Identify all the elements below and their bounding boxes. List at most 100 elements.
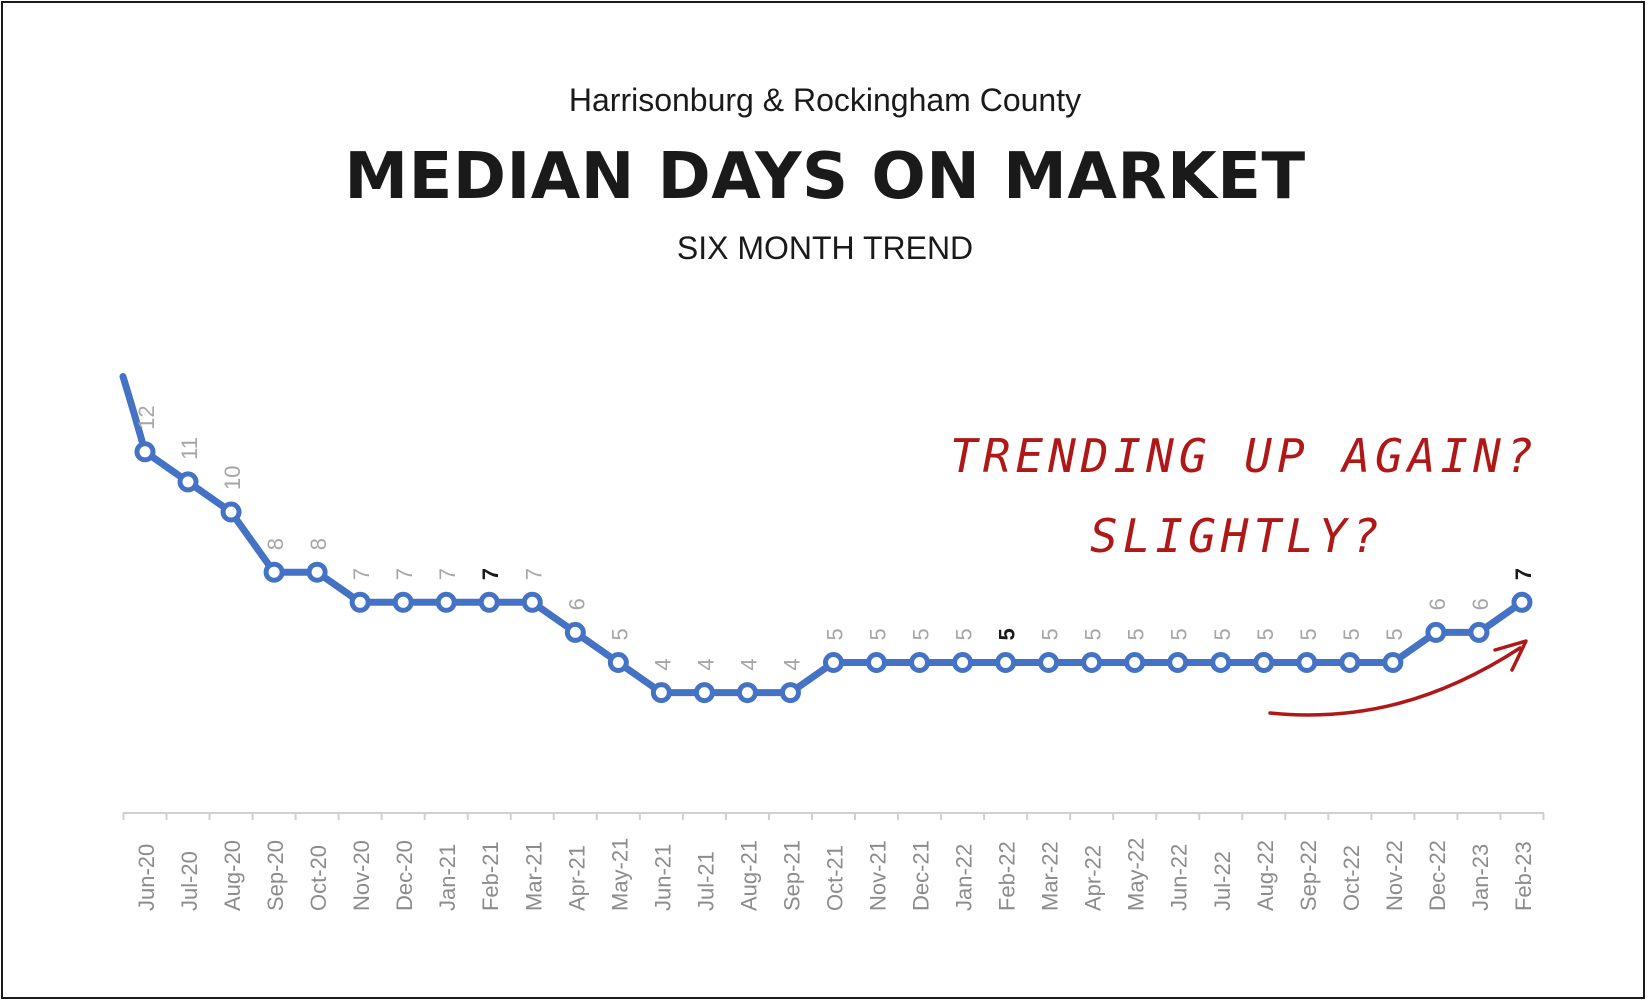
data-label: 5 — [1296, 628, 1321, 640]
data-point — [1253, 652, 1275, 673]
x-tick-label: May-21 — [607, 838, 632, 911]
data-label: 6 — [1468, 598, 1493, 610]
trend-arrow-head-icon — [1493, 639, 1528, 672]
annotation-line-1: TRENDING UP AGAIN? — [950, 429, 1539, 483]
data-label: 5 — [1253, 628, 1278, 640]
chart-title: MEDIAN DAYS ON MARKET — [344, 140, 1306, 214]
x-tick-label: Nov-21 — [866, 840, 891, 911]
data-point — [521, 591, 543, 613]
data-point — [134, 441, 156, 463]
x-tick-label: Dec-21 — [909, 840, 934, 911]
chart-subtitle: Harrisonburg & Rockingham County — [568, 82, 1082, 118]
x-tick-labels: Jun-20 Jul-20 Aug-20 Sep-20 Oct-20 Nov-20 Dec-… — [134, 838, 1536, 911]
data-label: 7 — [1511, 568, 1536, 580]
data-label: 7 — [435, 568, 460, 580]
x-tick-label: Jul-21 — [693, 851, 718, 911]
x-tick-label: Sep-22 — [1296, 840, 1321, 911]
x-tick-label: Mar-22 — [1038, 841, 1063, 911]
data-point — [866, 652, 888, 673]
x-tick-label: Jun-21 — [650, 844, 675, 911]
trend-arrow-curve — [1268, 646, 1522, 717]
data-point — [392, 591, 414, 613]
data-label: 8 — [263, 538, 288, 550]
x-tick-label: Feb-22 — [995, 841, 1020, 911]
x-tick-label: Jan-22 — [952, 844, 977, 911]
data-label: 5 — [607, 628, 632, 640]
data-point — [177, 471, 199, 493]
data-point — [1511, 591, 1533, 613]
data-point — [952, 652, 974, 673]
data-label: 5 — [952, 628, 977, 640]
data-label: 5 — [1382, 628, 1407, 640]
x-tick-label: Jul-22 — [1210, 851, 1235, 911]
chart-caption: SIX MONTH TREND — [676, 230, 974, 266]
x-tick-label: Oct-21 — [822, 845, 847, 911]
data-label: 7 — [392, 568, 417, 580]
data-point — [1382, 652, 1404, 673]
x-tick-label: Jul-20 — [177, 851, 202, 911]
x-tick-label: Oct-20 — [306, 845, 331, 911]
x-tick-label: Nov-22 — [1382, 840, 1407, 911]
data-point — [478, 591, 500, 613]
data-point — [1425, 621, 1447, 643]
x-tick-label: Sep-21 — [779, 840, 804, 911]
data-point — [909, 652, 931, 673]
data-point — [306, 561, 328, 583]
data-point — [349, 591, 371, 613]
data-point — [1468, 621, 1490, 643]
data-label: 7 — [349, 568, 374, 580]
data-point — [1210, 652, 1232, 673]
data-point — [822, 652, 844, 673]
annotation-line-2: SLIGHTLY? — [1090, 509, 1384, 563]
data-label: 5 — [1339, 628, 1364, 640]
x-axis — [122, 812, 1545, 820]
data-point — [1296, 652, 1318, 673]
x-tick-label: Feb-23 — [1511, 841, 1536, 911]
data-point — [1038, 652, 1060, 673]
data-point — [607, 652, 629, 673]
handwritten-annotation: TRENDING UP AGAIN? SLIGHTLY? — [950, 429, 1539, 717]
x-tick-label: Mar-21 — [521, 841, 546, 911]
x-tick-label: Aug-21 — [736, 840, 761, 911]
data-label: 5 — [822, 628, 847, 640]
data-label: 5 — [995, 628, 1020, 640]
data-point — [220, 501, 242, 523]
x-tick-label: Dec-22 — [1425, 840, 1450, 911]
data-label: 4 — [650, 658, 675, 670]
x-tick-label: Sep-20 — [263, 840, 288, 911]
x-tick-label: Nov-20 — [349, 840, 374, 911]
data-label: 10 — [220, 466, 245, 490]
x-tick-label: Apr-22 — [1081, 845, 1106, 911]
data-label: 5 — [1038, 628, 1063, 640]
data-labels: 12 11 10 8 8 7 7 7 7 7 6 5 4 4 4 4 5 5 5 5 5 5 5 5 5 5 5 5 5 5 6 6 7 — [134, 405, 1536, 670]
data-point — [1167, 652, 1189, 673]
data-points — [134, 441, 1533, 704]
data-point — [736, 682, 758, 704]
x-tick-label: Jun-20 — [134, 844, 159, 911]
x-tick-label: Aug-22 — [1253, 840, 1278, 911]
data-point — [263, 561, 285, 583]
x-tick-label: Jan-23 — [1468, 844, 1493, 911]
data-point — [1124, 652, 1146, 673]
data-point — [1339, 652, 1361, 673]
x-tick-label: Jun-22 — [1167, 844, 1192, 911]
x-tick-label: May-22 — [1124, 838, 1149, 911]
x-tick-label: Dec-20 — [392, 840, 417, 911]
data-label: 8 — [306, 538, 331, 550]
data-label: 5 — [909, 628, 934, 640]
x-tick-label: Apr-21 — [564, 845, 589, 911]
data-point — [564, 621, 586, 643]
data-label: 5 — [1210, 628, 1235, 640]
x-tick-label: Jan-21 — [435, 844, 460, 911]
data-point — [1081, 652, 1103, 673]
x-tick-label: Aug-20 — [220, 840, 245, 911]
data-label: 4 — [736, 658, 761, 670]
data-label: 5 — [866, 628, 891, 640]
data-label: 11 — [177, 437, 202, 460]
data-point — [779, 682, 801, 704]
data-label: 12 — [134, 405, 159, 429]
data-point — [650, 682, 672, 704]
data-label: 7 — [478, 568, 503, 580]
